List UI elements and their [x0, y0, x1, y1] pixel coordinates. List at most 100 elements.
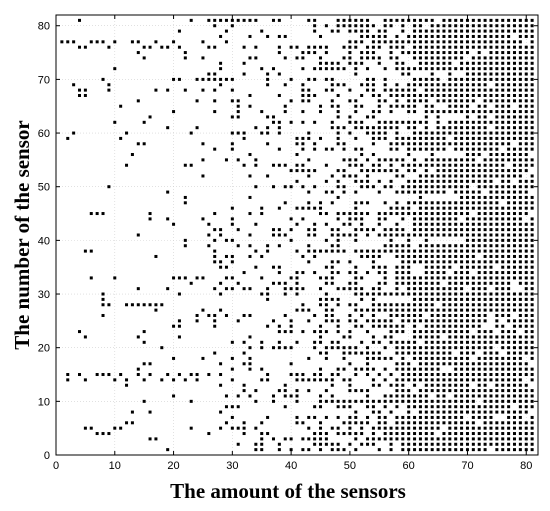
- data-point: [430, 319, 434, 323]
- data-point: [418, 254, 422, 258]
- data-point: [512, 367, 516, 371]
- data-point: [354, 415, 358, 419]
- data-point: [495, 254, 499, 258]
- data-point: [307, 448, 311, 452]
- data-point: [501, 432, 505, 436]
- data-point: [230, 378, 234, 382]
- data-point: [342, 351, 346, 355]
- data-point: [219, 426, 223, 430]
- data-point: [430, 67, 434, 71]
- data-point: [483, 18, 487, 22]
- data-point: [348, 88, 352, 92]
- data-point: [324, 238, 328, 242]
- data-point: [477, 115, 481, 119]
- data-point: [512, 233, 516, 237]
- data-point: [107, 432, 111, 436]
- data-point: [283, 56, 287, 60]
- data-point: [307, 233, 311, 237]
- data-point: [371, 185, 375, 189]
- data-point: [530, 265, 534, 269]
- data-point: [507, 319, 511, 323]
- data-point: [260, 346, 264, 350]
- data-point: [307, 51, 311, 55]
- data-point: [477, 185, 481, 189]
- data-point: [507, 77, 511, 81]
- data-point: [177, 45, 181, 49]
- data-point: [395, 142, 399, 146]
- data-point: [489, 206, 493, 210]
- data-point: [354, 351, 358, 355]
- data-point: [495, 212, 499, 216]
- data-point: [424, 174, 428, 178]
- data-point: [260, 206, 264, 210]
- data-point: [407, 153, 411, 157]
- data-point: [377, 126, 381, 130]
- data-point: [477, 308, 481, 312]
- data-point: [489, 405, 493, 409]
- data-point: [518, 131, 522, 135]
- data-point: [460, 276, 464, 280]
- data-point: [465, 201, 469, 205]
- data-point: [530, 340, 534, 344]
- data-point: [319, 201, 323, 205]
- data-point: [354, 233, 358, 237]
- data-point: [277, 340, 281, 344]
- data-point: [448, 410, 452, 414]
- data-point: [213, 147, 217, 151]
- data-point: [524, 136, 528, 140]
- data-point: [413, 18, 417, 22]
- data-point: [430, 383, 434, 387]
- data-point: [371, 340, 375, 344]
- data-point: [483, 131, 487, 135]
- data-point: [448, 201, 452, 205]
- data-point: [383, 34, 387, 38]
- data-point: [418, 373, 422, 377]
- data-point: [301, 142, 305, 146]
- data-point: [330, 313, 334, 317]
- data-point: [489, 340, 493, 344]
- data-point: [383, 99, 387, 103]
- data-point: [512, 136, 516, 140]
- data-point: [360, 249, 364, 253]
- data-point: [518, 126, 522, 130]
- data-point: [354, 265, 358, 269]
- data-point: [512, 340, 516, 344]
- data-point: [348, 120, 352, 124]
- data-point: [360, 29, 364, 33]
- data-point: [512, 410, 516, 414]
- data-point: [436, 367, 440, 371]
- data-point: [342, 249, 346, 253]
- data-point: [407, 249, 411, 253]
- data-point: [442, 421, 446, 425]
- data-point: [407, 201, 411, 205]
- data-point: [389, 437, 393, 441]
- data-point: [418, 351, 422, 355]
- data-point: [483, 174, 487, 178]
- data-point: [401, 276, 405, 280]
- data-point: [454, 437, 458, 441]
- data-point: [219, 373, 223, 377]
- data-point: [530, 179, 534, 183]
- data-point: [360, 185, 364, 189]
- data-point: [460, 51, 464, 55]
- data-point: [401, 308, 405, 312]
- data-point: [395, 313, 399, 317]
- data-point: [260, 292, 264, 296]
- data-point: [424, 324, 428, 328]
- data-point: [483, 238, 487, 242]
- data-point: [424, 88, 428, 92]
- data-point: [430, 432, 434, 436]
- data-point: [530, 142, 534, 146]
- data-point: [336, 399, 340, 403]
- data-point: [301, 448, 305, 452]
- data-point: [501, 324, 505, 328]
- data-point: [371, 367, 375, 371]
- data-point: [518, 324, 522, 328]
- data-point: [277, 324, 281, 328]
- data-point: [395, 432, 399, 436]
- data-point: [507, 335, 511, 339]
- data-point: [489, 99, 493, 103]
- data-point: [307, 389, 311, 393]
- data-point: [501, 287, 505, 291]
- data-point: [460, 265, 464, 269]
